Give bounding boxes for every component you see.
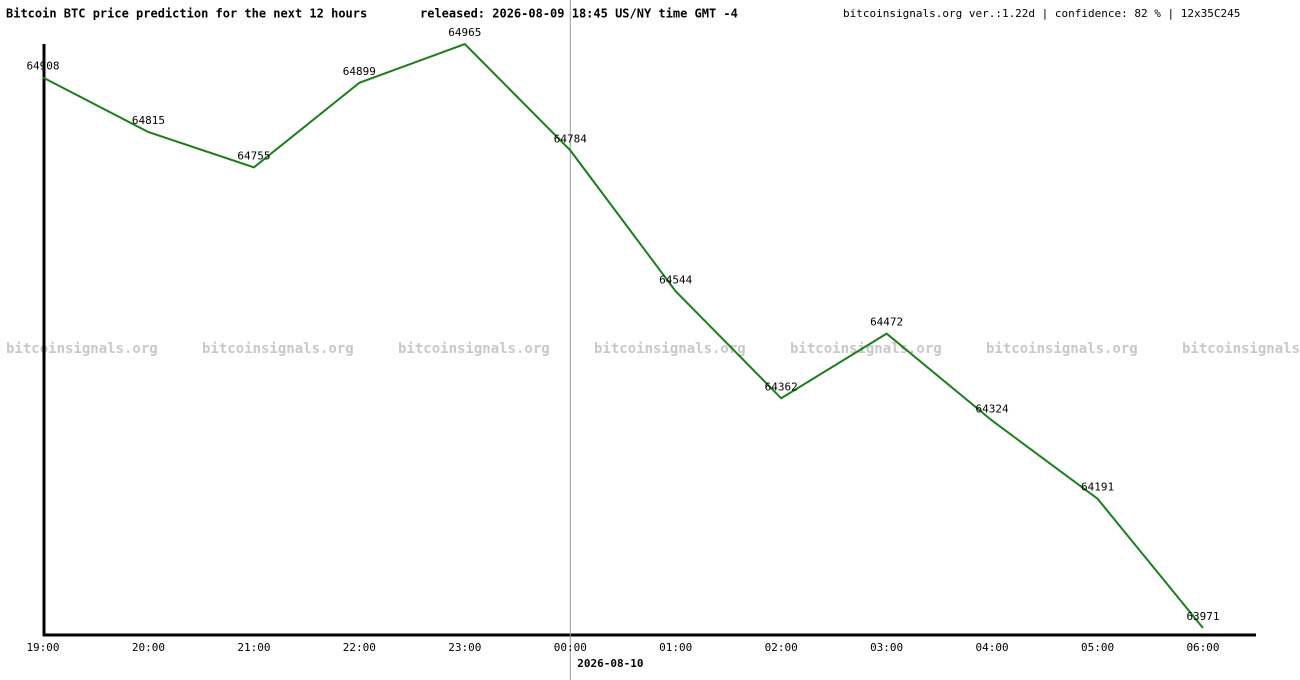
x-tick-label: 05:00 [1081, 641, 1114, 654]
x-tick-label: 19:00 [26, 641, 59, 654]
data-label: 64472 [870, 316, 903, 329]
x-tick-label: 00:00 [554, 641, 587, 654]
x-tick-label: 06:00 [1186, 641, 1219, 654]
x-tick-label: 02:00 [765, 641, 798, 654]
data-label: 63971 [1186, 610, 1219, 623]
x-tick-label: 01:00 [659, 641, 692, 654]
x-tick-label: 04:00 [976, 641, 1009, 654]
x-tick-label: 20:00 [132, 641, 165, 654]
data-label: 64908 [26, 59, 59, 72]
data-label: 64755 [237, 149, 270, 162]
watermark: bitcoinsignals.org [398, 341, 550, 357]
data-label: 64544 [659, 273, 692, 286]
data-label: 64324 [976, 403, 1009, 416]
data-label: 64784 [554, 132, 587, 145]
watermark: bitcoinsignals.org [986, 341, 1138, 357]
x-tick-label: 21:00 [237, 641, 270, 654]
chart-info: bitcoinsignals.org ver.:1.22d | confiden… [843, 7, 1240, 20]
price-line [42, 42, 1204, 629]
x-tick-label: 22:00 [343, 641, 376, 654]
data-label: 64362 [765, 380, 798, 393]
x-tick-label: 03:00 [870, 641, 903, 654]
watermark-row: bitcoinsignals.org bitcoinsignals.org bitc… [6, 341, 1300, 357]
watermark: bitcoinsignals.org [1182, 341, 1300, 357]
watermark: bitcoinsignals.org [6, 341, 158, 357]
date-marker-label: 2026-08-10 [577, 657, 643, 670]
data-label: 64815 [132, 114, 165, 127]
data-label: 64965 [448, 26, 481, 39]
watermark: bitcoinsignals.org [594, 341, 746, 357]
data-label: 64191 [1081, 481, 1114, 494]
data-label: 64899 [343, 65, 376, 78]
chart-subtitle: released: 2026-08-09 18:45 US/NY time GM… [420, 7, 738, 21]
x-tick-label: 23:00 [448, 641, 481, 654]
watermark: bitcoinsignals.org [790, 341, 942, 357]
chart-title: Bitcoin BTC price prediction for the nex… [6, 7, 367, 21]
watermark: bitcoinsignals.org [202, 341, 354, 357]
